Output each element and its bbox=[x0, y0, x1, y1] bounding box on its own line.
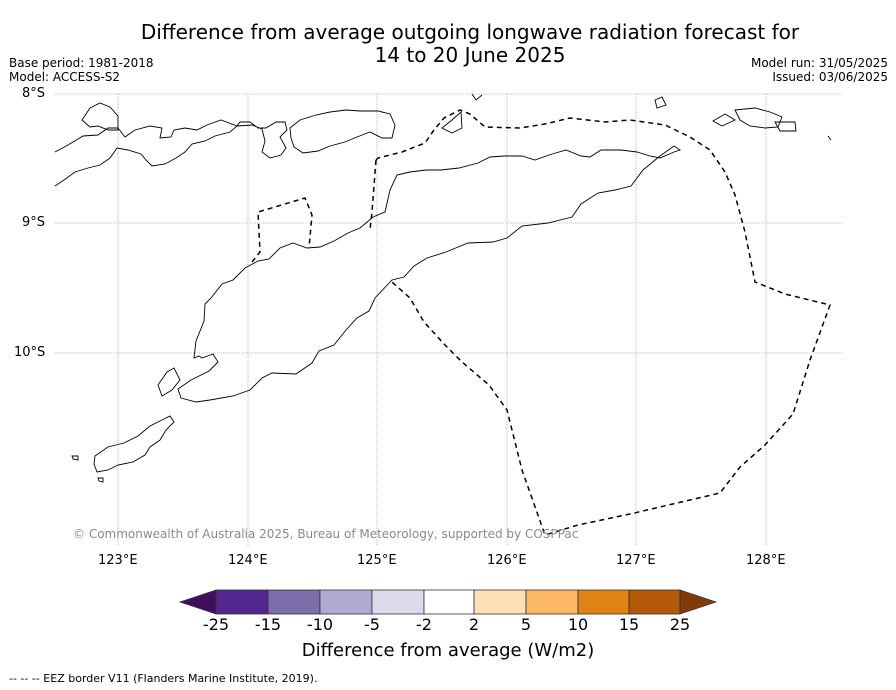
base-period-text: Base period: 1981-2018 bbox=[9, 56, 154, 70]
colorbar-tick: -25 bbox=[202, 615, 230, 634]
colorbar-swatch-7 bbox=[525, 589, 579, 615]
small-island-4 bbox=[712, 113, 736, 127]
model-run-text: Model run: 31/05/2025 bbox=[750, 56, 888, 70]
colorbar-tick: -5 bbox=[364, 615, 380, 634]
lon-label-127e: 127°E bbox=[616, 553, 656, 568]
colorbar-tick: -10 bbox=[306, 615, 334, 634]
colorbar-tick: -15 bbox=[254, 615, 282, 634]
eez-border-oecusse bbox=[251, 197, 313, 263]
rote-island-coast bbox=[157, 367, 181, 397]
lat-label-10s: 10°S bbox=[14, 345, 46, 360]
colorbar-swatch-9 bbox=[628, 589, 681, 615]
chart-title-line1: Difference from average outgoing longwav… bbox=[140, 20, 800, 44]
colorbar-tick: 15 bbox=[618, 615, 640, 634]
colorbar-label: Difference from average (W/m2) bbox=[301, 640, 595, 661]
colorbar-swatch-4 bbox=[371, 589, 425, 615]
colorbar-swatch-max bbox=[679, 589, 718, 615]
colorbar-tick: 25 bbox=[669, 615, 691, 634]
timor-island-coast bbox=[177, 145, 682, 403]
small-island-3 bbox=[734, 107, 783, 129]
colorbar-tick: 10 bbox=[567, 615, 589, 634]
lon-label-125e: 125°E bbox=[357, 553, 397, 568]
lon-label-124e: 124°E bbox=[228, 553, 268, 568]
lembata-island-coast bbox=[81, 102, 119, 131]
colorbar-tick: -2 bbox=[416, 615, 432, 634]
small-island-5 bbox=[774, 121, 797, 132]
coastlines bbox=[54, 93, 832, 483]
small-island-2 bbox=[654, 96, 667, 109]
semau-island-coast bbox=[93, 415, 175, 473]
eez-border-north bbox=[375, 109, 831, 536]
colorbar-tick: 5 bbox=[520, 615, 532, 634]
small-island-6 bbox=[471, 93, 483, 101]
small-island-7 bbox=[827, 135, 832, 141]
model-text: Model: ACCESS-S2 bbox=[9, 70, 121, 84]
islet-coast bbox=[97, 477, 104, 483]
small-island-1 bbox=[441, 111, 463, 134]
copyright-text: © Commonwealth of Australia 2025, Bureau… bbox=[73, 527, 579, 541]
flores-island-coast bbox=[54, 119, 238, 187]
colorbar-swatch-6 bbox=[473, 589, 527, 615]
colorbar-swatch-min bbox=[178, 589, 217, 615]
lon-label-128e: 128°E bbox=[746, 553, 786, 568]
colorbar-swatch-1 bbox=[215, 589, 269, 615]
colorbar-swatch-3 bbox=[319, 589, 373, 615]
lon-label-123e: 123°E bbox=[98, 553, 138, 568]
map-gridlines bbox=[55, 93, 843, 545]
colorbar bbox=[178, 589, 718, 615]
sawu-island-coast bbox=[71, 455, 79, 461]
eez-borders bbox=[251, 109, 831, 536]
issued-text: Issued: 03/06/2025 bbox=[772, 70, 888, 84]
eez-legend-note: -- -- -- EEZ border V11 (Flanders Marine… bbox=[9, 672, 318, 685]
colorbar-swatch-2 bbox=[267, 589, 321, 615]
lat-label-9s: 9°S bbox=[22, 215, 46, 230]
pantar-island-coast bbox=[236, 121, 288, 159]
eez-border-west-loop bbox=[369, 159, 377, 231]
colorbar-swatch-5 bbox=[423, 589, 475, 615]
lat-label-8s: 8°S bbox=[22, 86, 46, 101]
colorbar-tick: 2 bbox=[468, 615, 480, 634]
colorbar-swatch-8 bbox=[577, 589, 630, 615]
lon-label-126e: 126°E bbox=[487, 553, 527, 568]
alor-island-coast bbox=[289, 109, 396, 154]
chart-title-line2: 14 to 20 June 2025 bbox=[374, 43, 566, 67]
